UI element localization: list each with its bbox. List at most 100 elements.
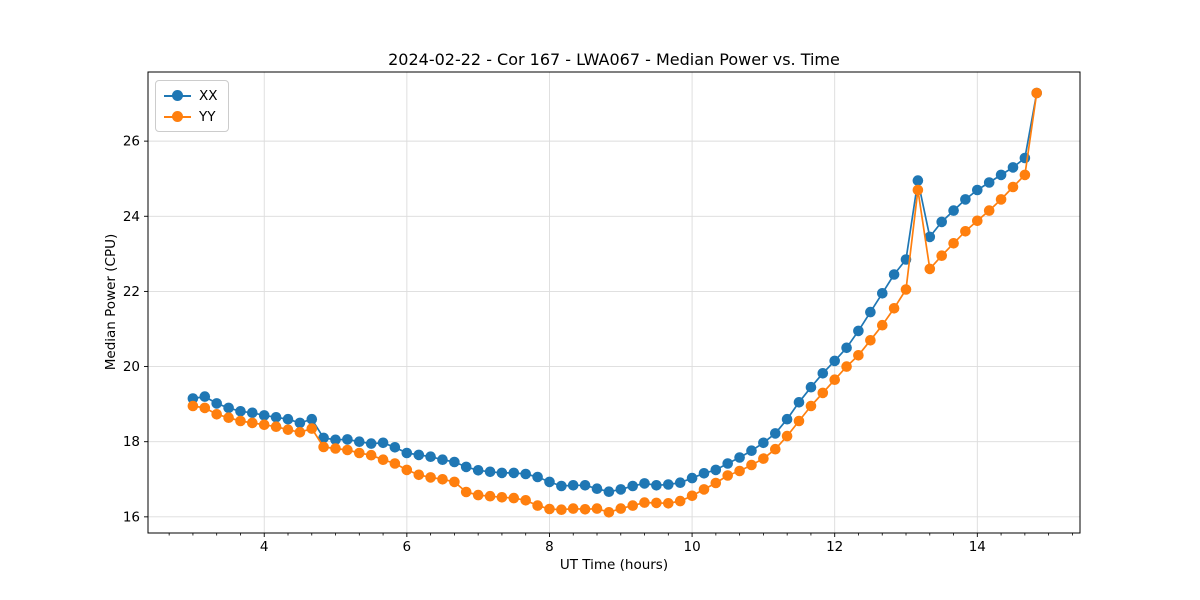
data-point-YY [924, 263, 936, 275]
data-point-YY [247, 417, 258, 429]
data-point-XX [948, 205, 959, 216]
data-point-XX [318, 432, 329, 444]
data-point-XX [472, 465, 484, 476]
data-point-XX [544, 476, 555, 488]
data-point-XX [639, 478, 650, 489]
data-point-YY [1007, 181, 1019, 193]
data-point-XX [567, 480, 579, 491]
data-point-XX [247, 407, 258, 419]
data-point-YY [567, 503, 579, 514]
data-point-YY [960, 226, 971, 237]
data-point-YY [651, 497, 662, 509]
data-point-XX [877, 288, 888, 299]
data-point-XX [591, 483, 603, 495]
y-tick-label: 24 [123, 209, 140, 225]
data-point-XX [912, 175, 924, 186]
data-point-YY [520, 495, 531, 506]
data-point-XX [698, 468, 710, 479]
legend-swatch-yy [164, 111, 191, 123]
data-point-YY [627, 500, 638, 511]
data-point-YY [841, 361, 852, 372]
data-point-XX [460, 461, 472, 473]
data-point-XX [793, 397, 805, 408]
data-point-XX [829, 355, 840, 367]
data-point-YY [211, 409, 222, 420]
data-point-XX [425, 451, 436, 463]
data-point-YY [734, 465, 745, 477]
data-point-XX [270, 412, 282, 423]
data-point-XX [496, 467, 508, 479]
data-point-YY [306, 423, 318, 434]
data-point-YY [1031, 87, 1042, 99]
data-point-XX [413, 449, 425, 461]
legend-label: XX [199, 87, 218, 104]
data-point-YY [663, 498, 674, 509]
data-point-XX [603, 486, 615, 498]
data-point-XX [734, 452, 745, 463]
data-point-YY [223, 412, 234, 424]
data-point-XX [746, 445, 757, 457]
data-point-YY [556, 504, 567, 515]
data-point-XX [532, 471, 543, 483]
data-point-XX [936, 216, 947, 228]
x-tick-label: 4 [260, 539, 269, 555]
data-point-YY [781, 430, 793, 442]
data-point-XX [841, 342, 852, 354]
x-axis-label: UT Time (hours) [559, 557, 669, 573]
y-tick-label: 16 [123, 509, 140, 525]
data-point-YY [888, 303, 900, 314]
data-point-XX [484, 466, 496, 478]
data-point-XX [770, 428, 781, 439]
data-point-XX [674, 477, 686, 489]
data-point-YY [413, 469, 425, 481]
data-point-YY [1019, 169, 1031, 181]
data-point-YY [294, 427, 306, 438]
data-point-XX [983, 177, 995, 188]
data-point-XX [354, 436, 365, 448]
data-point-YY [686, 490, 698, 502]
data-point-YY [877, 319, 888, 331]
data-point-XX [995, 169, 1007, 181]
data-point-YY [710, 477, 722, 489]
data-point-YY [912, 184, 924, 196]
data-point-XX [294, 417, 306, 429]
legend-item-yy: YY [164, 106, 218, 127]
series-XX [187, 87, 1042, 498]
data-point-YY [258, 419, 270, 431]
data-point-YY [615, 503, 627, 514]
chart-title: 2024-02-22 - Cor 167 - LWA067 - Median P… [388, 50, 840, 69]
data-point-YY [900, 284, 912, 295]
data-point-YY [354, 447, 365, 459]
data-point-XX [888, 269, 900, 280]
data-point-YY [532, 500, 543, 511]
data-point-YY [746, 459, 757, 471]
data-point-YY [722, 470, 733, 481]
y-tick-label: 26 [123, 134, 140, 150]
data-point-XX [508, 467, 520, 479]
data-point-XX [663, 479, 674, 490]
data-point-XX [282, 413, 294, 425]
data-point-YY [508, 492, 520, 504]
data-point-YY [377, 454, 389, 466]
data-point-XX [627, 480, 638, 492]
data-point-XX [722, 458, 733, 469]
series-YY [187, 87, 1042, 518]
data-point-XX [853, 325, 864, 337]
data-point-XX [330, 434, 341, 446]
data-point-YY [270, 421, 282, 433]
data-point-YY [983, 205, 995, 216]
data-point-YY [829, 374, 840, 386]
data-point-XX [651, 480, 662, 491]
data-point-YY [401, 464, 413, 476]
data-point-XX [615, 484, 627, 495]
y-axis-label: Median Power (CPU) [103, 233, 119, 371]
data-point-XX [389, 442, 401, 453]
data-point-YY [674, 495, 686, 507]
data-point-YY [865, 335, 876, 346]
data-point-YY [330, 443, 341, 454]
data-point-YY [770, 443, 781, 455]
plot-border [147, 71, 1081, 534]
x-tick-label: 10 [683, 539, 700, 555]
data-point-XX [401, 447, 413, 459]
